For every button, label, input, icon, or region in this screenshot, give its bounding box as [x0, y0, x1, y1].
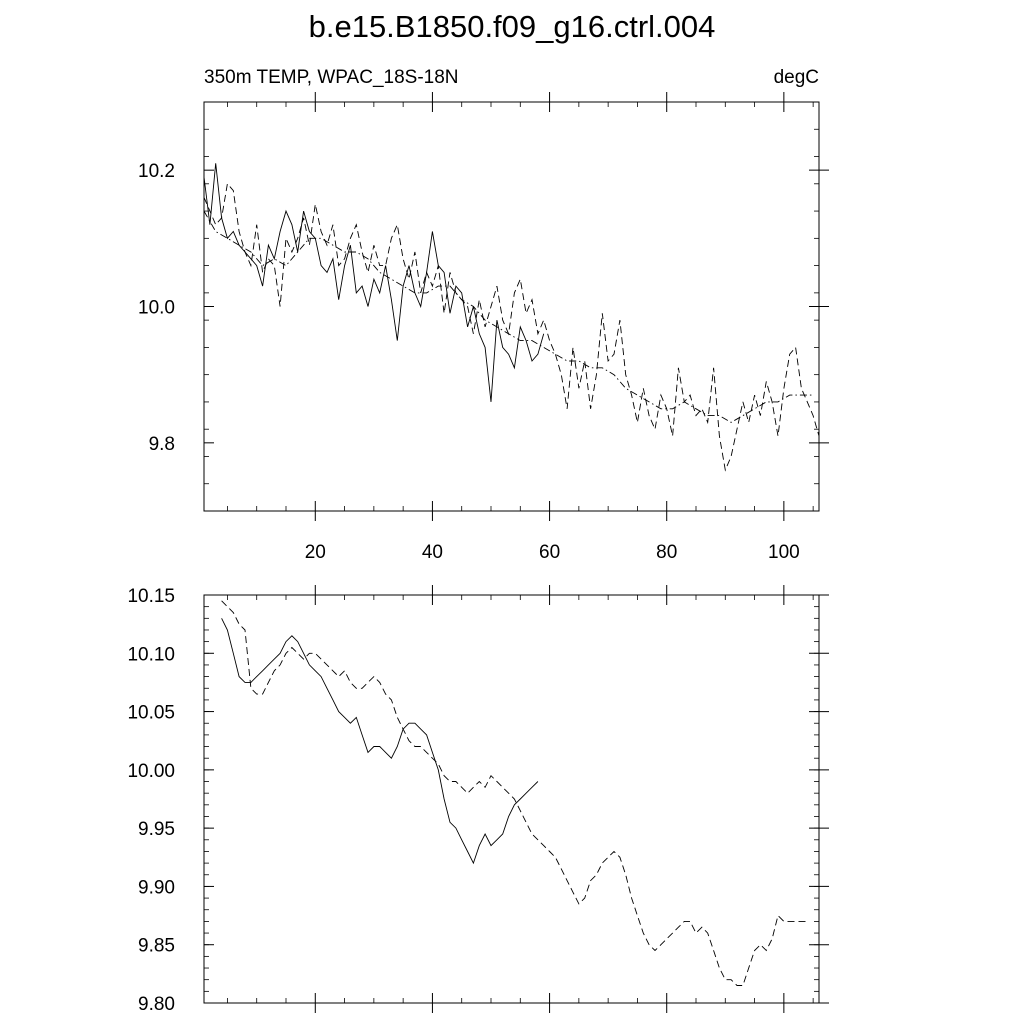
top-chart-y-tick-label: 10.2	[138, 161, 175, 182]
top-chart-y-tick-label: 10.0	[138, 298, 175, 319]
top-chart-frame	[203, 101, 820, 512]
top-chart-series-dashdot-line	[203, 210, 814, 423]
top-chart-y-tick-label: 9.8	[149, 434, 175, 455]
bottom-chart-y-tick-label: 9.90	[138, 877, 175, 898]
bottom-chart-series-dashed-line	[221, 600, 808, 986]
bottom-chart-y-tick-label: 10.10	[127, 644, 175, 665]
top-chart-series-dashed-line	[203, 182, 820, 472]
bottom-chart-y-tick-label: 10.00	[127, 761, 175, 782]
top-chart-ticks: 20 40 60 80 100 9.8 10.0 10.2	[138, 92, 829, 563]
bottom-chart-series	[221, 600, 808, 986]
bottom-chart-ticks: 9.80 9.85 9.90 9.95 10.00 10.05 10.10 10.15	[127, 585, 829, 1015]
top-chart-x-tick-label: 100	[768, 542, 800, 563]
top-chart-x-tick-label: 60	[539, 542, 560, 563]
bottom-chart-y-tick-label: 10.15	[127, 586, 175, 607]
top-chart-x-tick-label: 20	[305, 542, 326, 563]
top-chart-series	[203, 163, 820, 472]
bottom-chart: 9.80 9.85 9.90 9.95 10.00 10.05 10.10 10.15	[127, 585, 829, 1015]
top-chart-x-tick-label: 80	[656, 542, 677, 563]
bottom-chart-series-solid-line	[221, 618, 539, 865]
bottom-chart-y-tick-label: 10.05	[127, 703, 175, 724]
bottom-chart-y-tick-label: 9.85	[138, 936, 175, 957]
top-chart-series-solid-line	[203, 163, 545, 402]
figure-title: b.e15.B1850.f09_g16.ctrl.004	[309, 9, 716, 44]
bottom-chart-y-tick-label: 9.95	[138, 819, 175, 840]
top-chart: 350m TEMP, WPAC_18S-18N degC 20 40 60 80 100…	[138, 67, 829, 563]
bottom-chart-y-tick-label: 9.80	[138, 994, 175, 1015]
bottom-chart-frame	[203, 594, 820, 1004]
top-chart-subtitle-right: degC	[774, 67, 819, 88]
top-chart-subtitle-left: 350m TEMP, WPAC_18S-18N	[204, 67, 459, 88]
top-chart-x-tick-label: 40	[422, 542, 443, 563]
